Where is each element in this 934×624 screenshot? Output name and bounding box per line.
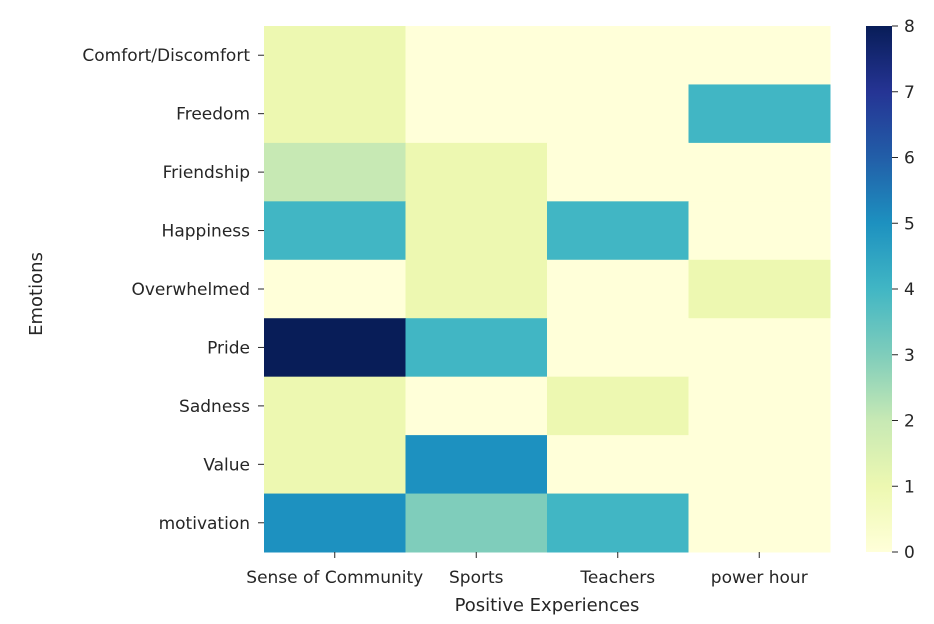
- heatmap-cell: [688, 318, 831, 378]
- colorbar-tick-label: 0: [904, 543, 915, 563]
- y-tick-label: Value: [203, 455, 250, 475]
- heatmap-cell: [547, 376, 689, 436]
- y-tick-label: Freedom: [176, 105, 250, 125]
- y-axis-ticks: Comfort/Discomfort Freedom Friendship Happi…: [82, 46, 264, 534]
- colorbar-tick-label: 1: [904, 477, 915, 497]
- heatmap-cells: [264, 26, 831, 553]
- heatmap-cell: [405, 201, 548, 261]
- x-tick-label: Teachers: [579, 568, 655, 588]
- colorbar: [866, 26, 892, 552]
- x-tick-label: Sports: [449, 568, 504, 588]
- colorbar-tick-label: 8: [904, 17, 915, 37]
- heatmap-cell: [405, 318, 548, 378]
- heatmap-cell: [264, 493, 406, 553]
- heatmap-cell: [688, 142, 831, 202]
- heatmap-cell: [405, 142, 548, 202]
- heatmap-cell: [688, 259, 831, 319]
- heatmap-cell: [264, 376, 406, 436]
- heatmap-cell: [264, 84, 406, 144]
- heatmap-cell: [688, 84, 831, 144]
- heatmap-cell: [264, 142, 406, 202]
- heatmap-cell: [405, 26, 548, 85]
- heatmap-cell: [405, 435, 548, 495]
- y-tick-label: Overwhelmed: [131, 280, 250, 300]
- heatmap-cell: [264, 201, 406, 261]
- colorbar-tick-label: 6: [904, 149, 915, 169]
- heatmap-cell: [405, 84, 548, 144]
- heatmap-cell: [405, 259, 548, 319]
- colorbar-tick-label: 5: [904, 214, 915, 234]
- heatmap-cell: [405, 376, 548, 436]
- heatmap-cell: [688, 435, 831, 495]
- y-tick-label: Sadness: [179, 397, 250, 417]
- y-tick-label: motivation: [159, 514, 250, 534]
- heatmap-cell: [547, 142, 689, 202]
- colorbar-tick-label: 7: [904, 83, 915, 103]
- y-tick-label: Happiness: [162, 222, 251, 242]
- x-tick-label: Sense of Community: [246, 568, 423, 588]
- heatmap-cell: [264, 318, 406, 378]
- x-tick-label: power hour: [711, 568, 808, 588]
- heatmap-cell: [688, 493, 831, 553]
- heatmap-cell: [547, 26, 689, 85]
- heatmap-cell: [405, 493, 548, 553]
- x-axis-ticks: Sense of Community Sports Teachers power ho…: [246, 552, 808, 588]
- heatmap-cell: [547, 318, 689, 378]
- y-tick-label: Friendship: [163, 163, 250, 183]
- heatmap-cell: [264, 26, 406, 85]
- colorbar-tick-label: 2: [904, 412, 915, 432]
- heatmap-cell: [264, 259, 406, 319]
- heatmap-cell: [547, 493, 689, 553]
- x-axis-label: Positive Experiences: [455, 595, 640, 616]
- colorbar-tick-label: 3: [904, 346, 915, 366]
- y-tick-label: Pride: [207, 338, 250, 358]
- heatmap-cell: [688, 26, 831, 85]
- heatmap-cell: [688, 201, 831, 261]
- y-axis-label: Emotions: [26, 252, 47, 336]
- heatmap-cell: [547, 84, 689, 144]
- heatmap-cell: [688, 376, 831, 436]
- colorbar-ticks: 0 1 2 3 4 5 6 7 8: [892, 17, 915, 563]
- heatmap-cell: [547, 201, 689, 261]
- heatmap-cell: [547, 259, 689, 319]
- y-tick-label: Comfort/Discomfort: [82, 46, 250, 66]
- heatmap-cell: [264, 435, 406, 495]
- colorbar-tick-label: 4: [904, 280, 915, 300]
- heatmap-cell: [547, 435, 689, 495]
